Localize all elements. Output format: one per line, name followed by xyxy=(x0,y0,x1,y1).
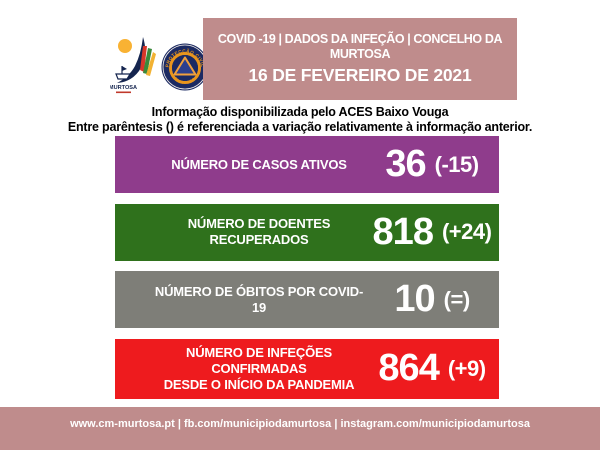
stat-delta: (=) xyxy=(443,286,471,312)
pc-logo-bottom-text: MURTOSA xyxy=(173,76,196,85)
stat-value: 818 xyxy=(372,210,434,253)
stat-label: NÚMERO DE INFEÇÕES CONFIRMADAS DESDE O I… xyxy=(115,345,369,393)
stat-delta: (+9) xyxy=(447,355,486,381)
header-banner: COVID -19 | DADOS DA INFEÇÃO | CONCELHO … xyxy=(203,18,517,100)
stat-value-group: 818 (+24) xyxy=(369,211,499,254)
header-title: COVID -19 | DADOS DA INFEÇÃO | CONCELHO … xyxy=(217,32,503,61)
stats-list: NÚMERO DE CASOS ATIVOS 36 (-15) NÚMERO D… xyxy=(115,136,499,399)
footer-banner: www.cm-murtosa.pt | fb.com/municipiodamu… xyxy=(0,407,600,450)
stat-bar-confirmed-total: NÚMERO DE INFEÇÕES CONFIRMADAS DESDE O I… xyxy=(115,338,499,399)
stat-label-line2: DESDE O INÍCIO DA PANDEMIA xyxy=(163,376,355,392)
stat-bar-active-cases: NÚMERO DE CASOS ATIVOS 36 (-15) xyxy=(115,136,499,193)
stat-label: NÚMERO DE ÓBITOS POR COVID-19 xyxy=(154,283,364,315)
stat-value-group: 36 (-15) xyxy=(369,143,499,186)
stat-bar-deaths: NÚMERO DE ÓBITOS POR COVID-19 10 (=) xyxy=(115,271,499,328)
logo-group: MURTOSA PROTECÇÃO CIVIL MURTOSA xyxy=(110,36,209,98)
info-note: Informação disponibilizada pelo ACES Bai… xyxy=(0,105,600,134)
info-line-source: Informação disponibilizada pelo ACES Bai… xyxy=(151,105,449,119)
stat-delta: (+24) xyxy=(441,219,492,244)
info-line-legend: Entre parêntesis () é referenciada a var… xyxy=(67,119,533,134)
proteccao-civil-murtosa-logo-icon: PROTECÇÃO CIVIL MURTOSA xyxy=(161,43,209,91)
stat-value: 864 xyxy=(378,347,439,389)
stat-label-line1: NÚMERO DE INFEÇÕES CONFIRMADAS xyxy=(186,344,332,376)
stat-value: 10 xyxy=(394,278,435,320)
murtosa-municipality-logo-icon: MURTOSA xyxy=(110,37,156,94)
stat-bar-recovered: NÚMERO DE DOENTES RECUPERADOS 818 (+24) xyxy=(115,203,499,261)
stat-value-group: 10 (=) xyxy=(369,278,499,321)
svg-text:MURTOSA: MURTOSA xyxy=(173,76,197,85)
stat-delta: (-15) xyxy=(434,151,479,177)
stat-label: NÚMERO DE CASOS ATIVOS xyxy=(171,156,347,172)
murtosa-logo-text: MURTOSA xyxy=(110,85,137,91)
header-date: 16 DE FEVEREIRO DE 2021 xyxy=(248,65,472,85)
stat-value: 36 xyxy=(385,143,426,185)
footer-links-text: www.cm-murtosa.pt | fb.com/municipiodamu… xyxy=(70,417,530,430)
stat-value-group: 864 (+9) xyxy=(369,347,499,390)
stat-label: NÚMERO DE DOENTES RECUPERADOS xyxy=(187,216,331,247)
